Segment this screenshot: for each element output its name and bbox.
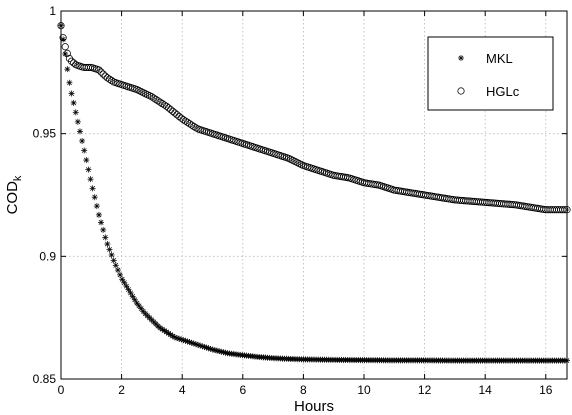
data-point xyxy=(108,251,115,258)
data-points xyxy=(57,22,571,364)
data-point xyxy=(63,49,71,57)
data-point xyxy=(60,36,67,43)
data-point xyxy=(127,289,134,296)
x-tick-label: 2 xyxy=(118,383,125,397)
y-axis-title: CODk xyxy=(4,175,24,214)
data-point xyxy=(112,262,119,269)
data-point xyxy=(61,43,69,51)
data-point xyxy=(106,246,113,253)
x-tick-label: 6 xyxy=(239,383,246,397)
data-point xyxy=(129,293,136,300)
data-point xyxy=(100,226,107,233)
legend-label: HGLc xyxy=(486,84,520,99)
x-tick-label: 16 xyxy=(539,383,553,397)
data-point xyxy=(70,99,77,106)
data-point xyxy=(104,241,111,248)
data-point xyxy=(85,166,92,173)
data-point xyxy=(97,68,105,76)
y-tick-label: 1 xyxy=(49,4,56,18)
data-point xyxy=(110,257,117,264)
data-point xyxy=(192,124,200,132)
data-point xyxy=(95,211,102,218)
data-point xyxy=(91,194,98,201)
x-tick-label: 12 xyxy=(418,383,432,397)
data-point xyxy=(87,176,94,183)
data-point xyxy=(79,137,86,144)
data-point xyxy=(89,185,96,192)
y-tick-label: 0.95 xyxy=(33,127,57,141)
data-point xyxy=(564,357,570,364)
legend-item-hglc: HGLc xyxy=(457,84,520,99)
data-point xyxy=(93,203,100,210)
data-point xyxy=(131,296,138,303)
data-point xyxy=(99,70,107,78)
data-point xyxy=(98,219,105,226)
data-point xyxy=(190,122,198,131)
data-point xyxy=(561,206,569,214)
data-point xyxy=(102,234,109,241)
data-point xyxy=(59,34,67,42)
data-point xyxy=(167,331,174,338)
series-mkl xyxy=(58,22,570,364)
data-point xyxy=(123,283,130,290)
data-point xyxy=(58,22,64,29)
y-axis-title-main: COD xyxy=(4,181,21,215)
y-tick-label: 0.85 xyxy=(33,372,57,386)
data-point xyxy=(68,90,75,97)
data-point xyxy=(95,66,103,74)
data-point xyxy=(64,66,71,73)
legend-marker-circle xyxy=(457,87,465,95)
data-point xyxy=(117,271,124,278)
data-point xyxy=(76,128,83,135)
y-axis-title-subscript: k xyxy=(12,175,24,181)
x-axis-title: Hours xyxy=(294,398,334,415)
data-point xyxy=(121,279,128,286)
data-point xyxy=(125,286,132,293)
series-hglc xyxy=(57,22,571,214)
legend-item-mkl: MKL xyxy=(458,51,513,66)
legend-marker-star xyxy=(458,55,464,61)
y-tick-label: 0.9 xyxy=(39,249,56,263)
x-tick-label: 14 xyxy=(479,383,493,397)
data-point xyxy=(72,109,79,116)
x-tick-label: 10 xyxy=(357,383,371,397)
data-point xyxy=(108,77,116,85)
x-tick-label: 0 xyxy=(58,383,65,397)
data-point xyxy=(148,93,156,101)
legend: MKL HGLc xyxy=(427,36,554,111)
data-point xyxy=(66,79,73,86)
data-point xyxy=(83,157,90,164)
data-point xyxy=(74,118,81,125)
data-point xyxy=(57,22,65,30)
data-point xyxy=(559,206,567,214)
axis-ticks: 0 2 4 6 8 10 12 14 16 0.85 0.9 0.95 1 xyxy=(33,4,567,397)
data-point xyxy=(81,147,88,154)
legend-box xyxy=(427,36,554,111)
x-tick-label: 4 xyxy=(179,383,186,397)
x-tick-label: 8 xyxy=(300,383,307,397)
data-point xyxy=(70,59,78,67)
data-point xyxy=(114,267,121,274)
legend-label: MKL xyxy=(486,51,513,66)
data-point xyxy=(563,206,571,214)
data-point xyxy=(119,276,126,283)
